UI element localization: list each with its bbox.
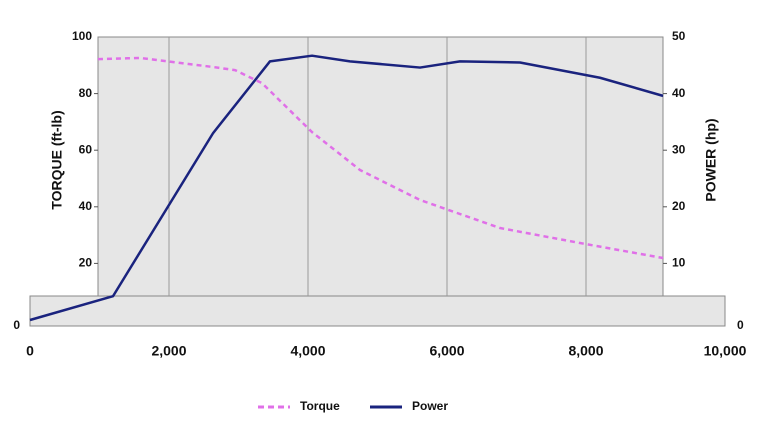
y-axis-title: TORQUE (ft-lb)	[49, 110, 65, 209]
y2-tick-label: 30	[672, 142, 686, 156]
y-tick-label: 40	[79, 199, 93, 213]
upper-plot-area	[97, 36, 664, 297]
x-tick-label: 4,000	[290, 343, 325, 359]
y2-tick-label: 10	[672, 256, 686, 270]
legend-label: Power	[412, 399, 448, 413]
series-line	[29, 54, 664, 322]
x-tick-label: 2,000	[151, 343, 186, 359]
x-tick-label: 6,000	[429, 343, 464, 359]
y-tick-label: 80	[79, 86, 93, 100]
y2-tick-label: 20	[672, 199, 686, 213]
x-tick-label: 8,000	[568, 343, 603, 359]
y2-tick-label: 0	[737, 318, 744, 332]
y-tick-label: 20	[79, 256, 93, 270]
x-tick-label: 10,000	[704, 343, 747, 359]
y2-tick-label: 40	[672, 86, 686, 100]
y-tick-label: 100	[72, 29, 92, 43]
legend-label: Torque	[300, 399, 340, 413]
lower-plot-strip	[29, 295, 726, 327]
y-tick-label: 60	[79, 142, 93, 156]
y2-axis-title: POWER (hp)	[703, 118, 719, 201]
y2-tick-label: 50	[672, 29, 686, 43]
y-tick-label: 0	[13, 318, 20, 332]
x-tick-label: 0	[26, 343, 34, 359]
series-line	[97, 56, 664, 260]
